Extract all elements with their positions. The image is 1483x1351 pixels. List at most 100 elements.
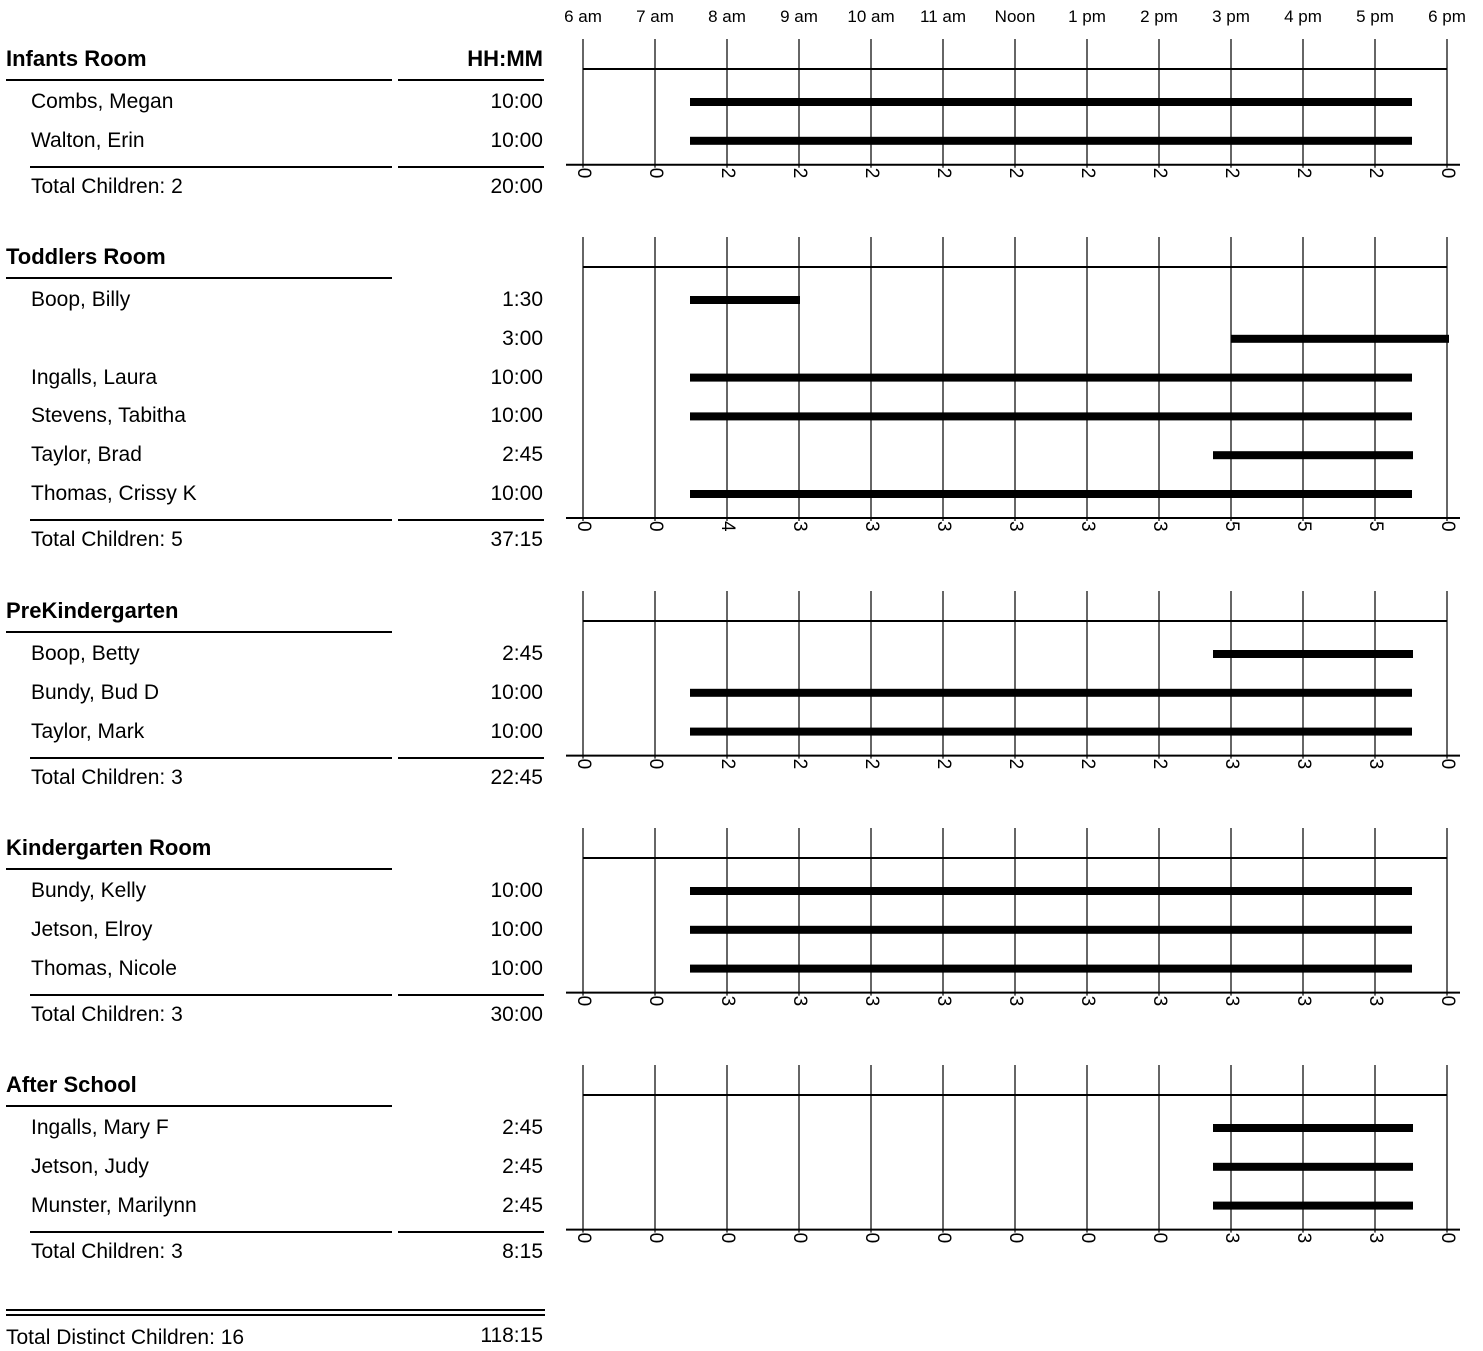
hourly-count: 2 (1293, 168, 1314, 179)
attendance-bar (1213, 451, 1413, 460)
hourly-count: 3 (1365, 759, 1386, 770)
child-name: Bundy, Kelly (31, 879, 147, 902)
hourly-count: 3 (1221, 759, 1242, 770)
hourly-count: 2 (789, 759, 810, 770)
child-duration: 10:00 (490, 719, 543, 743)
hourly-count: 3 (789, 996, 810, 1007)
child-duration: 2:45 (502, 642, 543, 665)
room-underline (6, 631, 392, 633)
child-name: Taylor, Brad (31, 443, 142, 467)
hourly-count: 0 (1437, 759, 1458, 770)
hourly-count: 3 (1293, 996, 1314, 1007)
hourly-count: 3 (1221, 996, 1242, 1007)
hourly-count: 0 (1437, 996, 1458, 1007)
attendance-bar (690, 136, 1412, 145)
child-name: Bundy, Bud D (31, 680, 160, 704)
total-children: Total Children: 2 (31, 174, 183, 198)
child-name: Boop, Billy (31, 288, 131, 311)
total-children: Total Children: 5 (31, 528, 183, 551)
child-name: Jetson, Elroy (31, 917, 153, 941)
total-duration: 20:00 (490, 174, 543, 198)
hourly-count: 2 (1149, 168, 1170, 179)
time-axis-label: 6 pm (1428, 7, 1466, 26)
room-name: Kindergarten Room (6, 835, 212, 860)
hourly-count: 3 (1149, 521, 1170, 532)
hourly-count: 2 (1005, 759, 1026, 770)
attendance-bar (690, 727, 1412, 736)
grand-total-duration: 118:15 (480, 1324, 543, 1347)
child-name: Thomas, Crissy K (31, 482, 197, 505)
child-duration: 10:00 (490, 404, 543, 428)
time-axis-label: 2 pm (1140, 7, 1178, 26)
hourly-count: 0 (573, 1233, 594, 1244)
child-duration: 10:00 (490, 680, 543, 704)
total-rule-left (30, 165, 392, 168)
room-underline (6, 1105, 392, 1107)
total-rule-right (398, 1230, 544, 1233)
hourly-count: 3 (1293, 759, 1314, 770)
hourly-count: 0 (933, 1233, 954, 1244)
hourly-count: 3 (933, 996, 954, 1007)
hourly-count: 3 (1221, 1233, 1242, 1244)
hourly-count: 0 (645, 1233, 666, 1244)
child-duration: 10:00 (490, 879, 543, 902)
hourly-count: 3 (1077, 521, 1098, 532)
hourly-count: 5 (1221, 521, 1242, 532)
hourly-count: 0 (645, 996, 666, 1007)
hourly-count: 0 (573, 759, 594, 770)
total-duration: 37:15 (490, 528, 543, 551)
total-rule-right (398, 756, 544, 759)
hourly-count: 0 (573, 521, 594, 532)
attendance-bar (690, 964, 1412, 973)
time-axis-label: 4 pm (1284, 7, 1322, 26)
hourly-count: 2 (1077, 759, 1098, 770)
total-children: Total Children: 3 (31, 1239, 183, 1263)
hourly-count: 0 (573, 996, 594, 1007)
child-duration: 10:00 (490, 90, 543, 113)
hourly-count: 2 (1365, 168, 1386, 179)
child-duration: 10:00 (490, 956, 543, 980)
total-rule-right (398, 519, 544, 521)
hourly-count: 0 (1437, 521, 1458, 532)
hourly-count: 2 (1221, 168, 1242, 179)
hourly-count: 0 (573, 168, 594, 179)
attendance-bar (1213, 650, 1413, 658)
attendance-bar (690, 688, 1412, 697)
attendance-bar (690, 490, 1412, 498)
hourly-count: 3 (861, 521, 882, 532)
attendance-bar (690, 373, 1412, 382)
hourly-count: 3 (1365, 1233, 1386, 1244)
time-axis-label: 7 am (636, 7, 674, 26)
child-duration: 2:45 (502, 443, 543, 467)
child-duration: 10:00 (490, 482, 543, 505)
child-name: Ingalls, Mary F (31, 1116, 169, 1139)
attendance-bar (690, 296, 800, 304)
child-name: Munster, Marilynn (31, 1193, 197, 1217)
child-duration: 10:00 (490, 365, 543, 389)
hourly-count: 2 (1077, 168, 1098, 179)
hourly-count: 2 (717, 168, 738, 179)
time-axis-label: 5 pm (1356, 7, 1394, 26)
hourly-count: 3 (933, 521, 954, 532)
child-duration: 10:00 (490, 128, 543, 152)
attendance-bar (690, 925, 1412, 934)
child-name: Taylor, Mark (31, 719, 145, 743)
hhmm-header: HH:MM (467, 46, 543, 71)
hourly-count: 2 (1149, 759, 1170, 770)
grand-total-rule (6, 1309, 545, 1311)
time-axis-label: 1 pm (1068, 7, 1106, 26)
child-duration: 2:45 (502, 1154, 543, 1178)
hourly-count: 3 (861, 996, 882, 1007)
hourly-count: 0 (789, 1233, 810, 1244)
attendance-bar (1213, 1124, 1413, 1132)
hourly-count: 3 (1293, 1233, 1314, 1244)
room-name: Infants Room (6, 46, 147, 71)
attendance-bar (690, 412, 1412, 421)
total-rule-left (30, 519, 392, 521)
child-name: Boop, Betty (31, 642, 140, 665)
time-axis-label: 9 am (780, 7, 818, 26)
hourly-count: 2 (717, 759, 738, 770)
child-name: Jetson, Judy (31, 1154, 149, 1178)
